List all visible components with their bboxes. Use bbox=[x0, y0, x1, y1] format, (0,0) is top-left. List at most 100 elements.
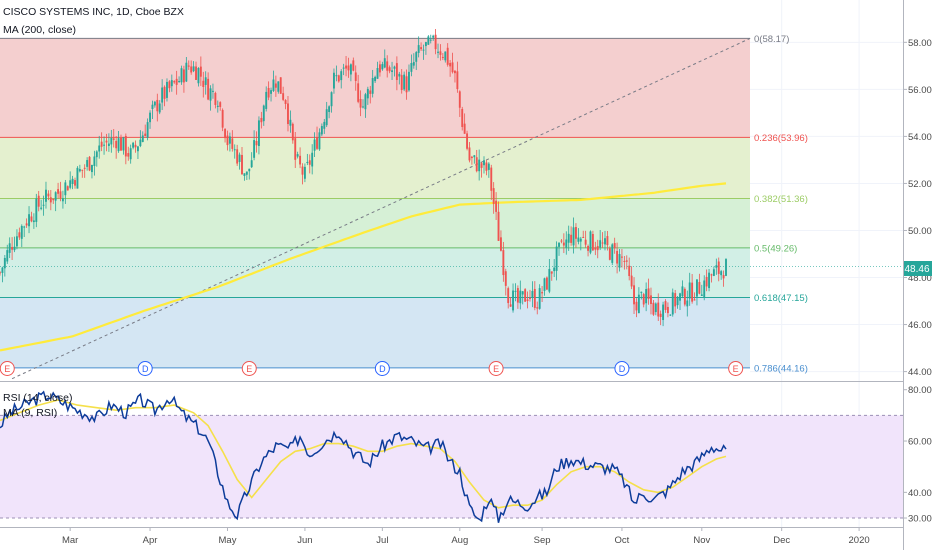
time-tick-label: 2020 bbox=[849, 535, 870, 546]
price-tick-label: 44.00 bbox=[908, 367, 932, 378]
candle-body bbox=[473, 155, 476, 158]
candle-body bbox=[575, 227, 577, 239]
candle-body bbox=[330, 92, 333, 107]
candle-body bbox=[352, 60, 355, 71]
candle-body bbox=[691, 282, 694, 302]
candle-body bbox=[666, 306, 669, 314]
candle-body bbox=[686, 300, 689, 307]
symbol-legend[interactable]: CISCO SYSTEMS INC, 1D, Cboe BZX bbox=[3, 6, 184, 18]
fib-level-label: 0(58.17) bbox=[754, 34, 789, 45]
candle-body bbox=[369, 90, 372, 94]
price-tick-label: 46.00 bbox=[908, 320, 932, 331]
candle-body bbox=[59, 191, 62, 199]
candle-body bbox=[216, 105, 219, 107]
candle-body bbox=[722, 275, 725, 279]
candle-body bbox=[20, 225, 23, 239]
candle-body bbox=[386, 61, 389, 71]
candle-body bbox=[296, 154, 299, 157]
candle-body bbox=[541, 292, 544, 294]
candle-body bbox=[313, 139, 316, 151]
candle-body bbox=[712, 269, 715, 276]
candle-body bbox=[299, 155, 302, 165]
candle-body bbox=[536, 307, 539, 309]
candle-body bbox=[422, 49, 425, 51]
ma200-legend[interactable]: MA (200, close) bbox=[3, 24, 76, 36]
candle-body bbox=[69, 180, 72, 188]
event-label: E bbox=[733, 364, 739, 374]
candle-body bbox=[23, 226, 26, 228]
candle-body bbox=[533, 288, 536, 308]
rsi-ma-legend[interactable]: MA (9, RSI) bbox=[3, 407, 57, 419]
candle-body bbox=[596, 246, 599, 251]
price-tick-label: 52.00 bbox=[908, 179, 932, 190]
candle-body bbox=[579, 238, 582, 242]
candle-body bbox=[224, 129, 227, 139]
candle-body bbox=[555, 246, 558, 271]
candle-body bbox=[599, 240, 602, 248]
candle-body bbox=[243, 173, 246, 176]
candle-body bbox=[395, 63, 398, 81]
candle-body bbox=[570, 234, 573, 243]
candle-body bbox=[134, 144, 137, 148]
candle-body bbox=[146, 122, 149, 138]
candle-body bbox=[248, 168, 251, 172]
candle-body bbox=[335, 75, 338, 77]
candle-body bbox=[3, 257, 6, 269]
candle-body bbox=[696, 279, 698, 297]
candle-body bbox=[538, 288, 541, 309]
candle-body bbox=[141, 135, 144, 142]
candle-body bbox=[393, 66, 396, 69]
candle-body bbox=[398, 73, 401, 77]
candle-body bbox=[306, 161, 309, 163]
candle-body bbox=[18, 232, 21, 238]
candle-body bbox=[52, 198, 55, 201]
candle-body bbox=[233, 149, 236, 151]
candle-body bbox=[219, 102, 222, 108]
candle-body bbox=[642, 294, 645, 305]
candle-body bbox=[502, 250, 505, 276]
candle-body bbox=[127, 153, 130, 157]
candle-body bbox=[202, 80, 205, 88]
candle-body bbox=[681, 286, 684, 297]
candle-body bbox=[178, 81, 181, 83]
candle-body bbox=[362, 106, 364, 108]
candle-body bbox=[250, 160, 253, 168]
candle-body bbox=[303, 166, 306, 179]
candle-body bbox=[468, 147, 471, 161]
candle-body bbox=[185, 62, 188, 82]
candle-body bbox=[504, 271, 507, 286]
fib-band bbox=[0, 38, 750, 138]
candle-body bbox=[470, 156, 473, 159]
rsi-tick-label: 40.00 bbox=[908, 488, 932, 499]
rsi-legend[interactable]: RSI (14, close) bbox=[3, 392, 72, 404]
candle-body bbox=[405, 76, 408, 93]
event-label: E bbox=[246, 364, 252, 374]
candle-body bbox=[456, 71, 459, 90]
candle-body bbox=[499, 237, 502, 251]
candle-body bbox=[492, 188, 495, 204]
price-axis[interactable]: 44.00 46.00 48.00 50.00 52.00 54.00 56.00 58.00 bbox=[903, 38, 932, 378]
candle-body bbox=[274, 83, 277, 88]
candle-body bbox=[664, 301, 667, 310]
candle-body bbox=[461, 108, 464, 127]
earnings-event-icon bbox=[488, 361, 504, 376]
price-tick-label: 56.00 bbox=[908, 85, 932, 96]
candle-body bbox=[245, 171, 248, 175]
candle-body bbox=[195, 66, 197, 80]
candle-body bbox=[715, 265, 718, 268]
fib-band bbox=[0, 247, 750, 298]
candle-body bbox=[434, 34, 437, 50]
candle-body bbox=[647, 288, 650, 299]
time-axis[interactable]: Mar Apr May Jun Jul Aug Sep Oct Nov Dec 2020 bbox=[62, 527, 870, 546]
rsi-axis[interactable]: 30.00 40.00 60.00 80.00 bbox=[903, 385, 932, 525]
candle-body bbox=[103, 144, 106, 146]
earnings-event-icon bbox=[241, 361, 257, 376]
candle-body bbox=[451, 62, 454, 73]
candle-body bbox=[212, 90, 214, 92]
earnings-event-icon bbox=[728, 361, 744, 376]
candle-body bbox=[630, 275, 633, 287]
candle-body bbox=[209, 88, 212, 101]
candle-body bbox=[521, 291, 524, 295]
event-label: D bbox=[142, 364, 149, 374]
